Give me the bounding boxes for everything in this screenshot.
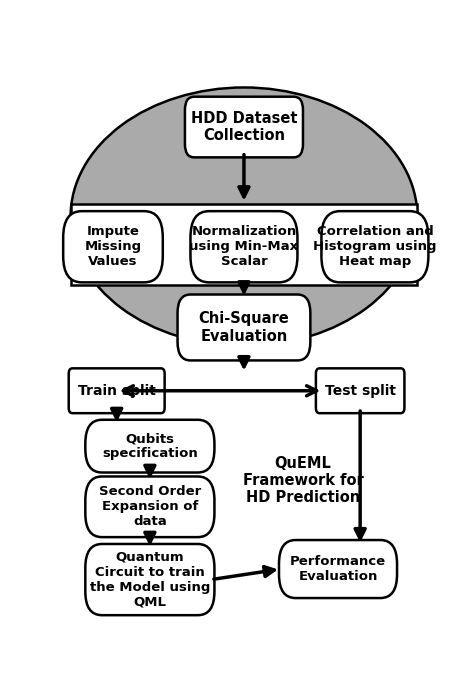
FancyBboxPatch shape (279, 540, 397, 598)
FancyBboxPatch shape (178, 295, 310, 360)
Text: Correlation and
Histogram using
Heat map: Correlation and Histogram using Heat map (313, 225, 436, 269)
Text: Chi-Square
Evaluation: Chi-Square Evaluation (198, 311, 289, 344)
Text: Normalization
using Min-Max
Scalar: Normalization using Min-Max Scalar (189, 225, 298, 269)
Text: Test split: Test split (325, 384, 396, 398)
FancyBboxPatch shape (69, 369, 165, 413)
Text: Qubits
specification: Qubits specification (102, 432, 198, 460)
FancyBboxPatch shape (85, 544, 214, 615)
FancyBboxPatch shape (185, 97, 303, 158)
FancyBboxPatch shape (85, 477, 214, 537)
FancyBboxPatch shape (190, 211, 298, 282)
FancyBboxPatch shape (63, 211, 163, 282)
Text: Train split: Train split (78, 384, 156, 398)
FancyBboxPatch shape (70, 203, 417, 285)
Text: Performance
Evaluation: Performance Evaluation (290, 555, 386, 583)
Ellipse shape (70, 88, 417, 346)
Text: HDD Dataset
Collection: HDD Dataset Collection (191, 111, 297, 143)
Text: QuEML
Framework for
HD Prediction: QuEML Framework for HD Prediction (243, 456, 363, 506)
Text: Impute
Missing
Values: Impute Missing Values (84, 225, 141, 269)
FancyBboxPatch shape (316, 369, 405, 413)
FancyBboxPatch shape (321, 211, 428, 282)
Text: Quantum
Circuit to train
the Model using
QML: Quantum Circuit to train the Model using… (89, 551, 210, 608)
Text: Second Order
Expansion of
data: Second Order Expansion of data (99, 485, 201, 528)
FancyBboxPatch shape (85, 420, 214, 473)
